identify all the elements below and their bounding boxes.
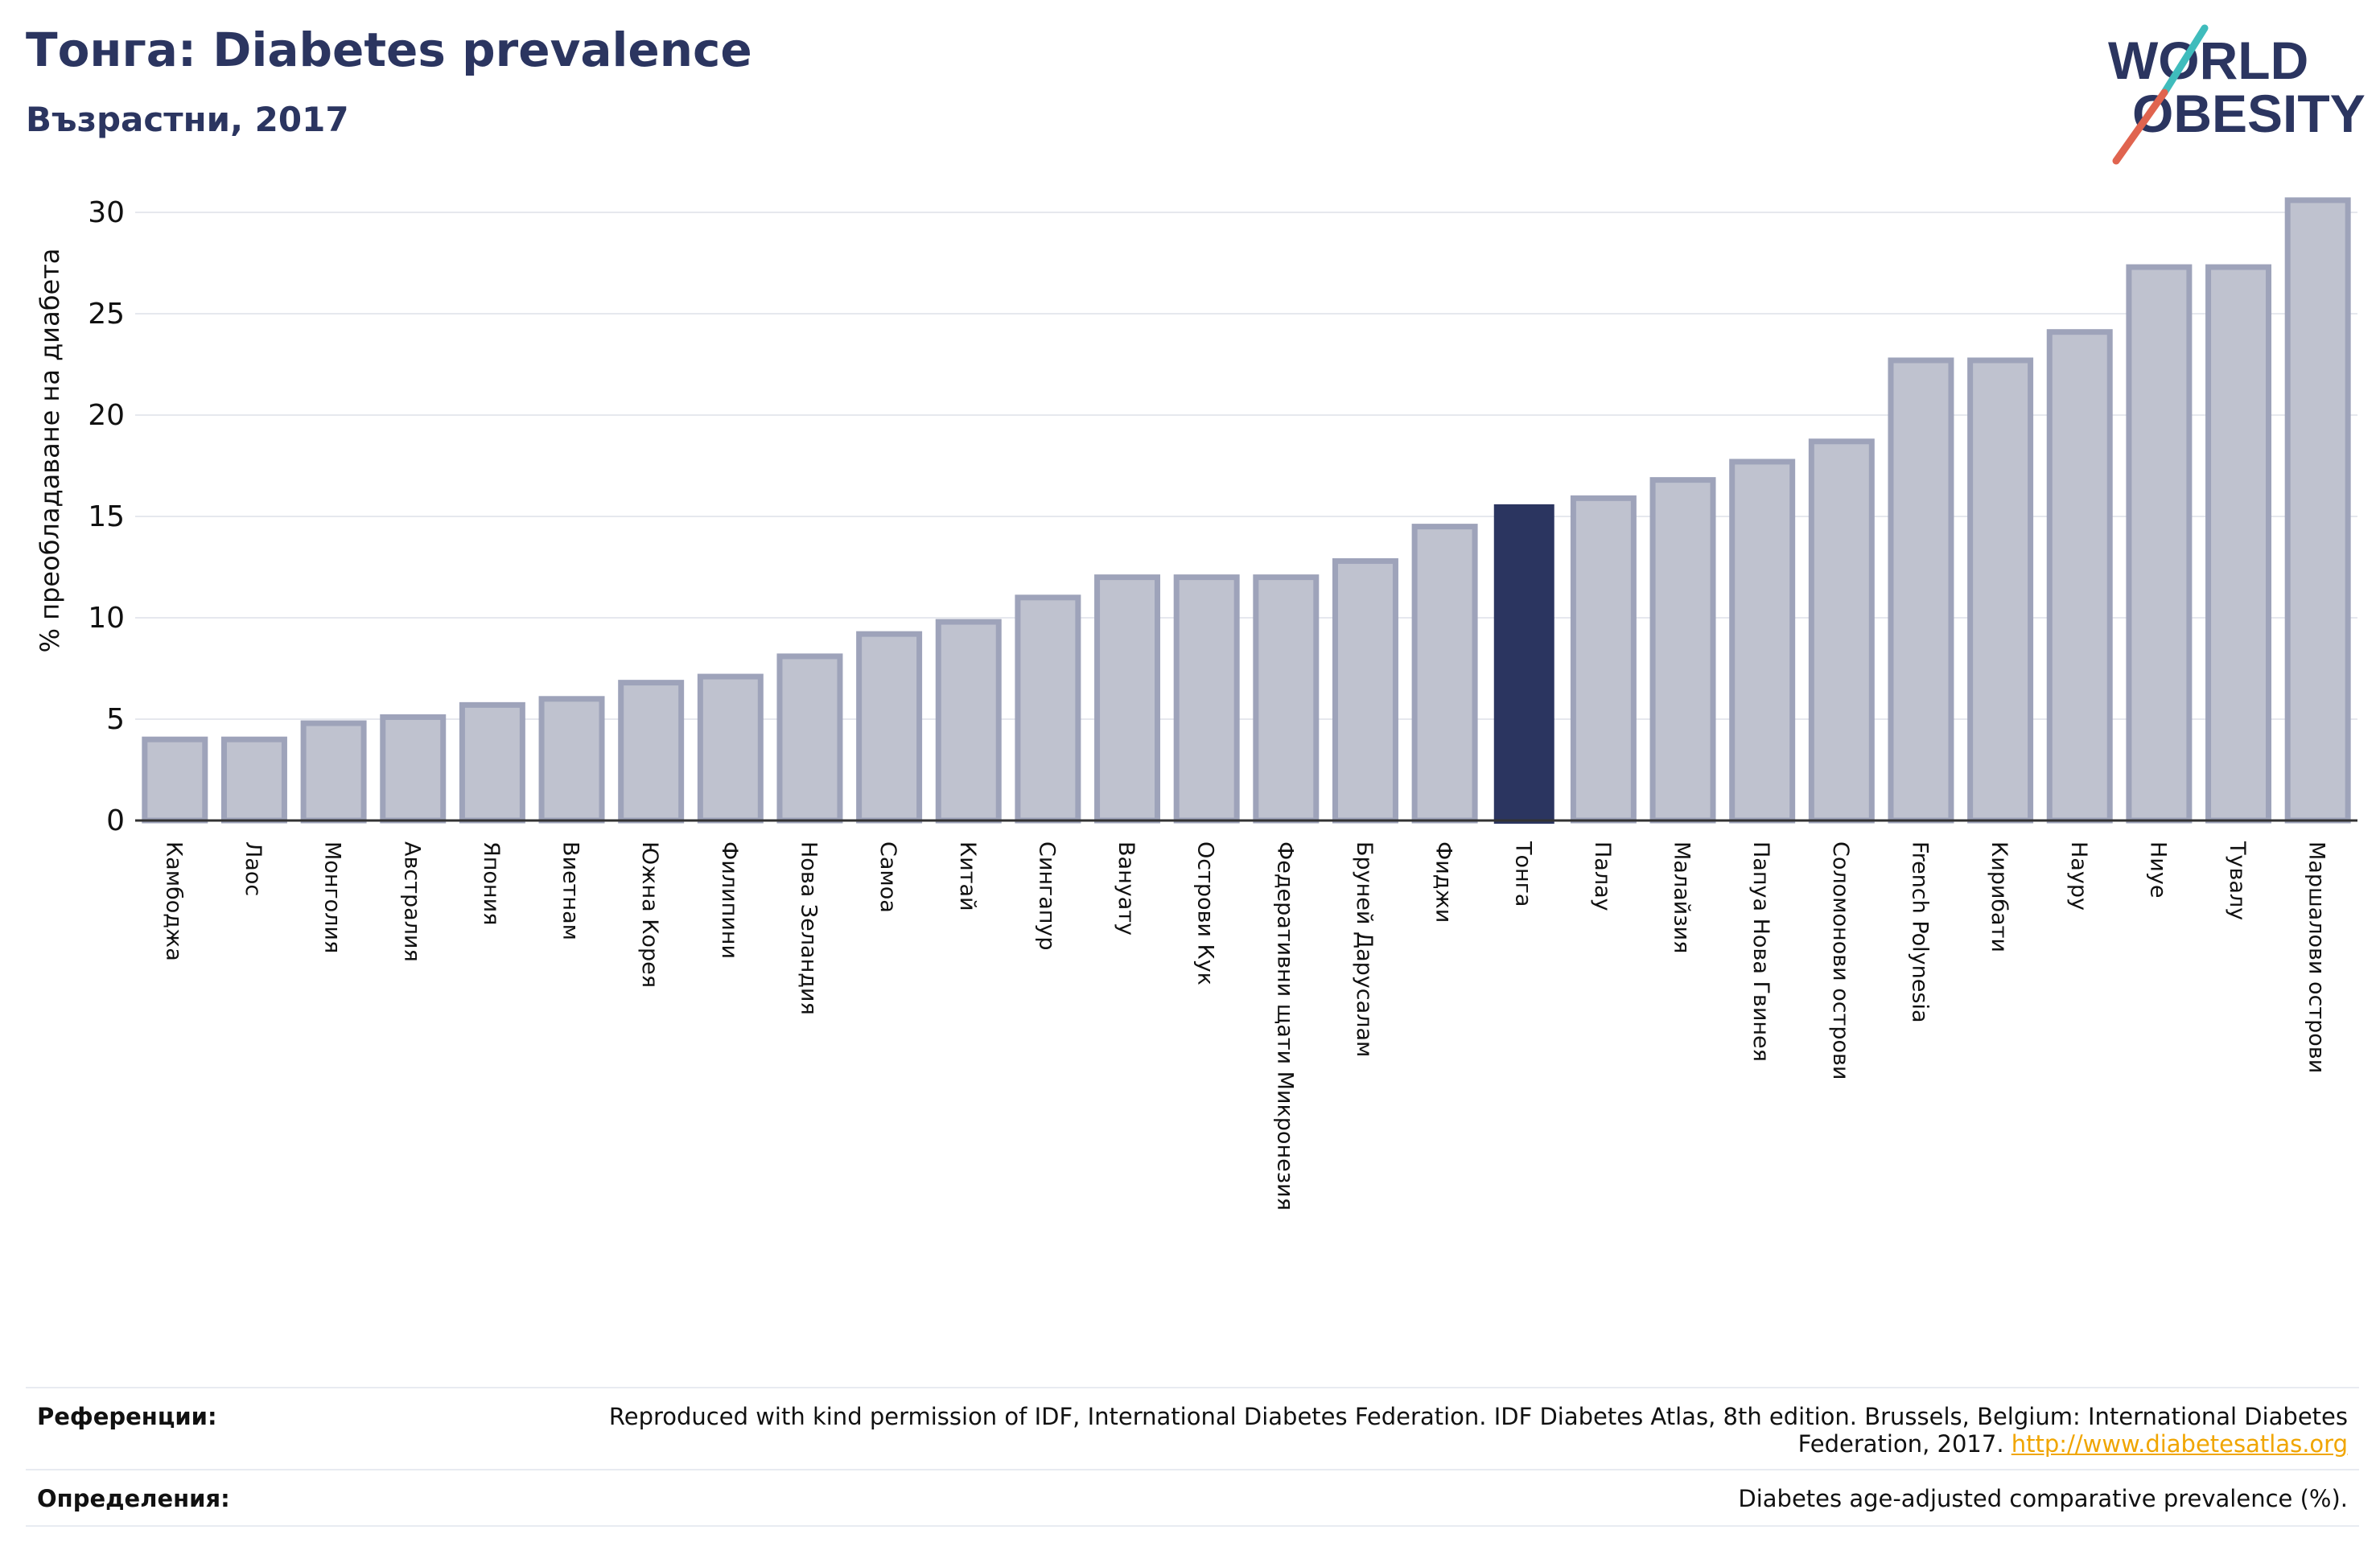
bar [2126,264,2193,824]
bar [1808,438,1875,824]
y-tick-labels: 0 5 10 15 20 25 30 [88,196,125,837]
bar [935,619,1002,824]
bar [142,736,208,824]
x-tick-label: French Polynesia [1907,841,1932,1023]
logo-text-obesity: OBESITY [2132,84,2366,143]
x-tick-label: Папуа Нова Гвинея [1748,841,1773,1062]
bar [1649,477,1716,824]
bar [2205,264,2272,824]
x-tick-label: Малайзия [1670,841,1694,953]
y-tick-label: 30 [88,196,125,229]
bar [1332,557,1398,824]
bar [1173,574,1240,824]
x-tick-label: Австралия [399,841,424,962]
x-tick-label: Южна Корея [637,841,662,988]
footer-divider-top [26,1387,2359,1388]
bar [1888,357,1954,824]
references-link[interactable]: http://www.diabetesatlas.org [2011,1430,2348,1458]
bar [380,714,447,824]
logo-slash-coral [2112,88,2168,165]
x-tick-label: Тувалу [2225,841,2250,920]
x-tick-label: Филипини [717,841,742,959]
bar [618,680,685,824]
x-tick-label: Острови Кук [1193,841,1218,985]
bar [1094,574,1161,824]
y-tick-label: 0 [106,804,125,837]
bar [2284,197,2351,824]
x-tick-label: Соломонови острови [1828,841,1853,1080]
y-tick-label: 10 [88,602,125,635]
x-tick-label: Нова Зеландия [796,841,821,1015]
x-tick-label: Виетнам [558,841,583,940]
x-tick-label: Китай [955,841,980,911]
bar [538,696,605,824]
x-tick-label: Фиджи [1431,841,1456,923]
references-body: Reproduced with kind permission of IDF, … [608,1403,2348,1458]
bar [220,736,287,824]
chart-subtitle: Възрастни, 2017 [26,100,349,139]
y-tick-label: 15 [88,500,125,533]
x-tick-label: Вануату [1114,841,1139,936]
x-tick-label: Лаос [241,841,266,896]
x-tick-label: Палау [1590,841,1615,911]
bars [142,197,2351,824]
x-tick-labels: Камбоджа Лаос Монголия Австралия Япония Виетн… [161,841,2329,1211]
x-tick-label: Япония [479,841,504,925]
x-tick-label: Федеративни щати Микронезия [1272,841,1297,1211]
x-tick-label: Бруней Дарусалам [1352,841,1377,1057]
bar [2046,329,2113,824]
x-tick-label: Камбоджа [161,841,186,961]
bar [1729,459,1796,824]
x-tick-label: Ниуе [2145,841,2170,898]
bar-highlight [1493,504,1554,824]
bar [1015,594,1081,824]
logo-text-world: WORLD [2108,31,2308,90]
bar [697,673,764,824]
footer-divider-bottom [26,1525,2359,1527]
x-tick-label: Сингапур [1034,841,1059,951]
y-tick-label: 5 [106,703,125,736]
x-tick-label: Монголия [320,841,345,953]
definitions-text: Diabetes age-adjusted comparative preval… [1738,1485,2348,1512]
bar [1411,524,1478,824]
bar [1570,495,1637,824]
y-tick-label: 20 [88,399,125,432]
x-tick-label: Науру [2066,841,2091,911]
world-obesity-logo: WORLD OBESITY [2108,24,2366,165]
footer-divider-middle [26,1469,2359,1470]
bar [459,701,525,824]
definitions-label: Определения: [37,1485,230,1512]
chart-title: Тонга: Diabetes prevalence [26,23,752,77]
references-text: Reproduced with kind permission of IDF, … [497,1403,2348,1458]
bar [300,720,367,824]
x-tick-label: Маршалови острови [2304,841,2329,1073]
y-tick-label: 25 [88,298,125,331]
references-label: Референции: [37,1403,217,1430]
bar [1967,357,2034,824]
x-tick-label: Самоа [875,841,900,913]
bar [776,653,843,824]
bar [1253,574,1320,824]
bar-chart: 0 5 10 15 20 25 30 Камбоджа Лаос Монголия Австрал… [88,196,2357,1211]
bar [856,631,923,824]
logo-slash-teal [2160,24,2209,97]
x-tick-label: Кирибати [1987,841,2011,952]
x-tick-label: Тонга [1510,841,1535,907]
